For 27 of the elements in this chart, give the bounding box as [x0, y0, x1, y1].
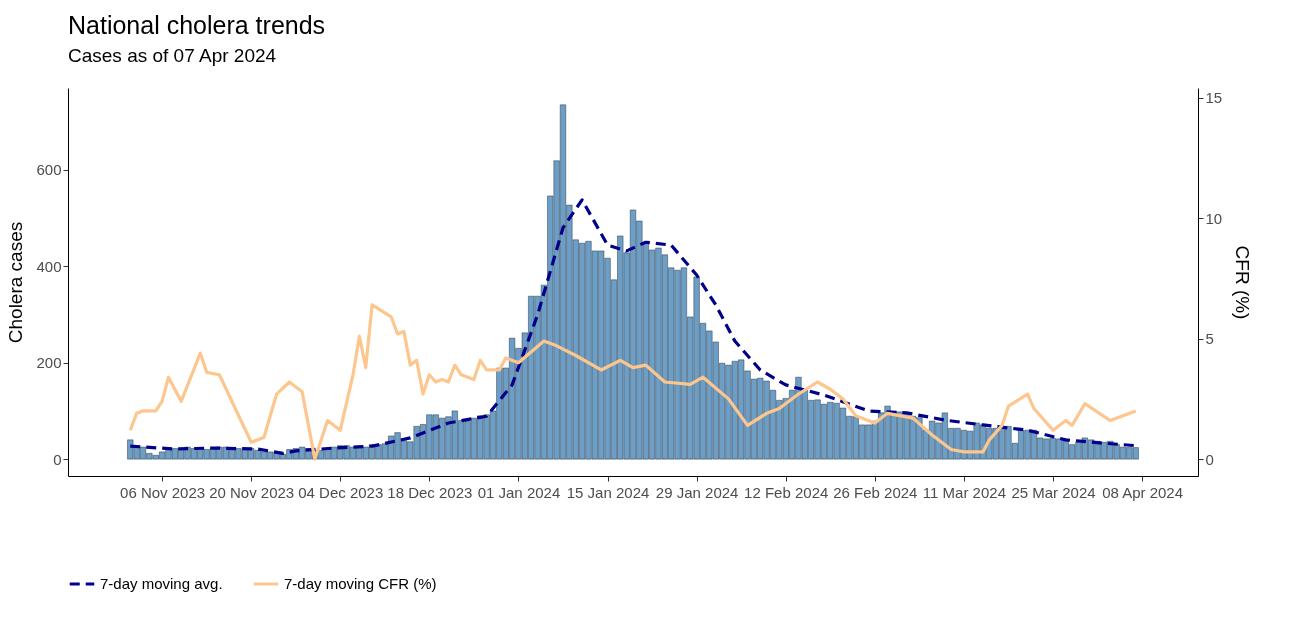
x-tick-label: 01 Jan 2024 — [477, 483, 561, 501]
x-tick-label: 18 Dec 2023 — [387, 483, 473, 501]
y2-axis-title: CFR (%) — [1232, 245, 1254, 320]
y-tick-label: 0 — [53, 450, 62, 468]
x-tick-label: 06 Nov 2023 — [120, 483, 206, 501]
x-tick-label: 20 Nov 2023 — [209, 483, 295, 501]
x-tick-label: 12 Feb 2024 — [744, 483, 829, 501]
x-tick-label: 26 Feb 2024 — [833, 483, 918, 501]
legend-label: 7-day moving avg. — [100, 575, 223, 592]
x-tick-label: 15 Jan 2024 — [566, 483, 650, 501]
y-tick-label: 600 — [36, 161, 62, 179]
y2-tick-label: 10 — [1205, 209, 1223, 227]
x-tick-label: 11 Mar 2024 — [922, 483, 1006, 501]
y-tick-label: 400 — [36, 257, 62, 275]
x-tick-label: 08 Apr 2024 — [1102, 483, 1184, 501]
chart-title: National cholera trends — [68, 11, 326, 39]
y2-tick-label: 5 — [1205, 330, 1214, 348]
x-tick-label: 04 Dec 2023 — [298, 483, 384, 501]
y2-tick-label: 0 — [1205, 450, 1214, 468]
y-tick-label: 200 — [36, 354, 62, 372]
y-axis-title: Cholera cases — [5, 221, 27, 344]
x-tick-label: 25 Mar 2024 — [1011, 483, 1096, 501]
y2-tick-label: 15 — [1205, 89, 1223, 107]
line-series — [128, 303, 1138, 461]
chart-subtitle: Cases as of 07 Apr 2024 — [68, 45, 277, 66]
legend-label: 7-day moving CFR (%) — [284, 575, 437, 592]
x-tick-label: 29 Jan 2024 — [655, 483, 739, 501]
